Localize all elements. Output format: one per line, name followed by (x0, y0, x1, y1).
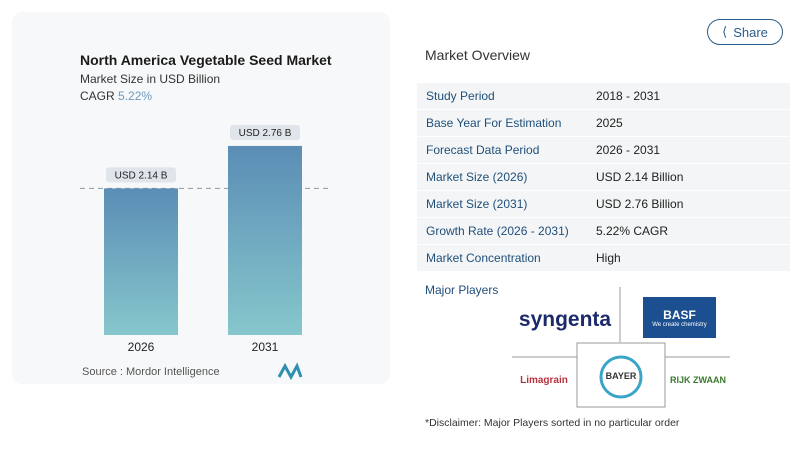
bar-chart: USD 2.14 B 2026 USD 2.76 B 2031 (80, 124, 330, 354)
row-key: Market Size (2031) (426, 197, 528, 211)
row-key: Study Period (426, 89, 495, 103)
bayer-logo: BAYER (605, 371, 637, 381)
overview-title: Market Overview (425, 47, 531, 63)
rijk-zwaan-logo: RIJK ZWAAN (670, 375, 726, 385)
overview-row: Market Concentration High (417, 245, 790, 272)
major-players-title: Major Players (425, 283, 499, 297)
chart-card (12, 12, 390, 384)
bar-2026 (104, 188, 178, 335)
row-value: 5.22% CAGR (596, 224, 669, 238)
chart-title: North America Vegetable Seed Market (80, 52, 332, 68)
row-key: Market Concentration (426, 251, 541, 265)
row-value: USD 2.76 Billion (596, 197, 684, 211)
cagr: CAGR 5.22% (80, 89, 152, 103)
disclaimer: *Disclaimer: Major Players sorted in no … (425, 417, 680, 429)
data-label: USD 2.14 B (115, 170, 168, 181)
chart-subtitle: Market Size in USD Billion (80, 72, 221, 86)
share-icon: ⟨ (722, 24, 728, 39)
syngenta-logo: syngenta (518, 308, 612, 331)
data-label: USD 2.76 B (239, 128, 292, 139)
row-value: 2025 (596, 116, 623, 130)
overview-row: Market Size (2026) USD 2.14 Billion (417, 164, 790, 191)
overview-row: Market Size (2031) USD 2.76 Billion (417, 191, 790, 218)
x-tick-label: 2026 (128, 340, 155, 354)
share-label: Share (733, 24, 768, 40)
row-key: Forecast Data Period (426, 143, 540, 157)
row-value: High (596, 251, 621, 265)
overview-row: Study Period 2018 - 2031 (417, 83, 790, 110)
limagrain-logo: Limagrain (520, 375, 568, 386)
bar-2031 (228, 145, 302, 335)
x-tick-label: 2031 (252, 340, 279, 354)
source: Source : Mordor Intelligence (82, 366, 220, 378)
row-key: Market Size (2026) (426, 170, 528, 184)
row-value: 2018 - 2031 (596, 89, 661, 103)
row-key: Base Year For Estimation (426, 116, 562, 130)
share-button[interactable]: ⟨ Share (707, 19, 783, 45)
overview-row: Base Year For Estimation 2025 (417, 110, 790, 137)
data-label-bg (106, 167, 176, 183)
overview-row: Growth Rate (2026 - 2031) 5.22% CAGR (417, 218, 790, 245)
mordor-logo-icon (277, 362, 303, 381)
cagr-value: 5.22% (118, 89, 153, 103)
basf-logo: BASF We create chemistry (643, 297, 716, 338)
cagr-label: CAGR (80, 89, 115, 103)
row-key: Growth Rate (2026 - 2031) (426, 224, 569, 238)
row-value: 2026 - 2031 (596, 143, 661, 157)
data-label-bg (230, 124, 300, 140)
overview-row: Forecast Data Period 2026 - 2031 (417, 137, 790, 164)
row-value: USD 2.14 Billion (596, 170, 684, 184)
